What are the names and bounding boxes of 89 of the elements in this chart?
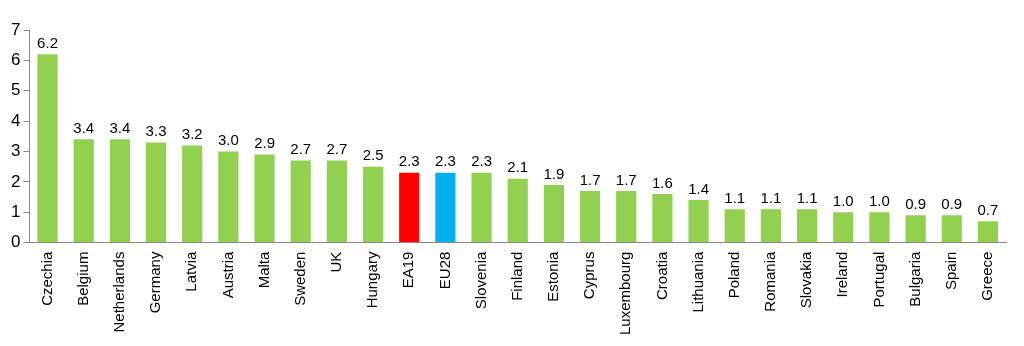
x-tick-label: Croatia bbox=[652, 250, 670, 300]
data-label: 2.3 bbox=[434, 152, 456, 170]
bar bbox=[399, 172, 420, 243]
x-tick-label: Ireland bbox=[833, 251, 851, 298]
data-label: 3.0 bbox=[217, 131, 239, 149]
bar bbox=[833, 212, 854, 243]
x-tick-label: Portugal bbox=[869, 251, 887, 308]
bar bbox=[145, 142, 167, 243]
bar bbox=[977, 221, 999, 243]
x-tick-label: Luxembourg bbox=[616, 251, 634, 335]
x-tick-label: EA19 bbox=[399, 251, 417, 289]
data-label: 0.9 bbox=[941, 194, 963, 212]
x-tick-label: Finland bbox=[507, 251, 525, 301]
bar bbox=[905, 215, 926, 243]
data-label: 1.6 bbox=[651, 173, 673, 191]
x-tick-label: Estonia bbox=[544, 250, 562, 302]
x-tick-label: Belgium bbox=[73, 251, 91, 306]
data-label: 0.9 bbox=[905, 194, 927, 212]
x-tick-label: Bulgaria bbox=[905, 250, 923, 307]
data-label: 1.4 bbox=[688, 179, 709, 197]
data-label: 3.3 bbox=[145, 122, 167, 140]
bar bbox=[435, 172, 456, 243]
x-tick-label: Latvia bbox=[182, 250, 200, 292]
bar bbox=[688, 200, 709, 243]
data-label: 1.9 bbox=[543, 164, 565, 182]
x-tick-label: Hungary bbox=[363, 251, 381, 309]
y-tick-label: 6 bbox=[10, 50, 21, 70]
bar bbox=[37, 54, 58, 243]
bar bbox=[543, 184, 564, 243]
bar bbox=[652, 194, 673, 243]
x-tick-label: Germany bbox=[146, 251, 164, 314]
bar bbox=[290, 160, 311, 243]
data-label: 2.3 bbox=[471, 152, 492, 170]
x-tick-label: Netherlands bbox=[110, 251, 128, 333]
data-label: 1.1 bbox=[760, 188, 782, 206]
data-label: 1.0 bbox=[832, 191, 854, 209]
y-tick-label: 1 bbox=[10, 201, 21, 221]
y-tick-label: 0 bbox=[10, 232, 21, 252]
bar bbox=[182, 145, 203, 243]
x-tick-label: Spain bbox=[941, 251, 959, 290]
data-label: 1.7 bbox=[615, 170, 637, 188]
x-tick-label: Malta bbox=[254, 250, 272, 289]
data-label: 0.7 bbox=[977, 200, 999, 218]
x-tick-label: Slovenia bbox=[471, 250, 489, 310]
y-tick-label: 5 bbox=[10, 80, 21, 100]
bar bbox=[724, 209, 745, 243]
bar bbox=[616, 190, 637, 243]
bar bbox=[796, 209, 818, 243]
data-label: 3.2 bbox=[181, 125, 203, 143]
bar bbox=[326, 160, 347, 243]
x-tick-label: UK bbox=[327, 251, 345, 273]
y-tick-label: 7 bbox=[10, 19, 21, 39]
y-tick-label: 2 bbox=[10, 171, 21, 191]
x-tick-label: Slovakia bbox=[797, 250, 815, 309]
x-tick-label: Czechia bbox=[37, 250, 55, 306]
x-tick-label: Romania bbox=[761, 250, 779, 312]
bar bbox=[869, 212, 890, 243]
x-tick-label: Cyprus bbox=[580, 251, 598, 300]
bar bbox=[471, 172, 492, 243]
bar bbox=[579, 190, 601, 243]
data-label: 2.9 bbox=[254, 134, 275, 152]
data-label: 2.1 bbox=[507, 158, 529, 176]
y-tick-label: 3 bbox=[10, 141, 21, 161]
x-tick-label: Greece bbox=[978, 251, 996, 301]
x-tick-label: Poland bbox=[724, 251, 742, 299]
bar bbox=[507, 178, 528, 243]
data-label: 1.7 bbox=[579, 170, 601, 188]
x-tick-label: Lithuania bbox=[688, 250, 706, 313]
bar bbox=[362, 166, 384, 243]
bar bbox=[254, 154, 275, 243]
y-tick-label: 4 bbox=[10, 110, 21, 130]
data-label: 6.2 bbox=[37, 33, 58, 51]
data-label: 2.7 bbox=[326, 140, 348, 158]
data-label: 2.3 bbox=[398, 152, 420, 170]
bar bbox=[941, 215, 962, 243]
data-label: 1.0 bbox=[868, 191, 890, 209]
bar bbox=[760, 209, 781, 243]
x-tick-label: Austria bbox=[218, 250, 236, 299]
bar bbox=[73, 139, 94, 243]
bar bbox=[218, 151, 239, 243]
data-label: 1.1 bbox=[724, 188, 746, 206]
data-label: 3.4 bbox=[73, 118, 95, 136]
data-label: 1.1 bbox=[796, 188, 818, 206]
x-tick-label: Sweden bbox=[290, 251, 308, 306]
bar bbox=[109, 139, 130, 243]
x-tick-label: EU28 bbox=[435, 251, 453, 290]
data-label: 3.4 bbox=[109, 118, 131, 136]
data-label: 2.5 bbox=[362, 146, 384, 164]
data-label: 2.7 bbox=[290, 140, 312, 158]
